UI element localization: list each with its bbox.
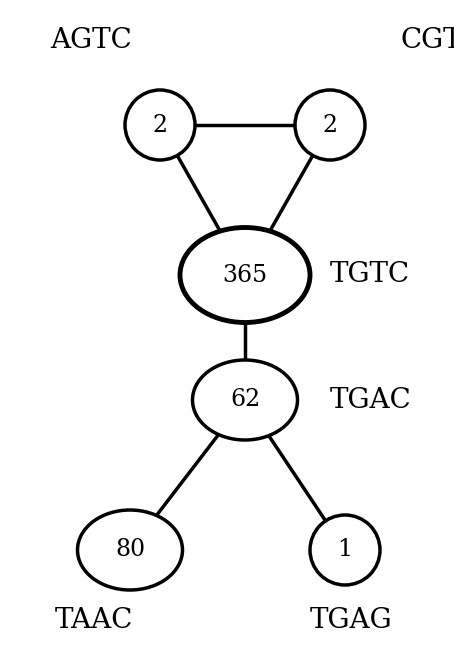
Text: TGAG: TGAG <box>310 607 393 633</box>
Ellipse shape <box>192 360 297 440</box>
Text: 2: 2 <box>322 113 338 136</box>
Text: 365: 365 <box>222 263 267 286</box>
Text: 1: 1 <box>337 538 353 561</box>
Text: TGTC: TGTC <box>330 261 410 288</box>
Text: 80: 80 <box>115 538 145 561</box>
Ellipse shape <box>78 510 183 590</box>
Ellipse shape <box>180 227 310 322</box>
Text: CGTC: CGTC <box>400 26 454 54</box>
Ellipse shape <box>125 90 195 160</box>
Ellipse shape <box>310 515 380 585</box>
Ellipse shape <box>295 90 365 160</box>
Text: 2: 2 <box>153 113 168 136</box>
Text: TGAC: TGAC <box>330 386 412 413</box>
Text: AGTC: AGTC <box>50 26 132 54</box>
Text: 62: 62 <box>230 388 260 411</box>
Text: TAAC: TAAC <box>55 607 133 633</box>
